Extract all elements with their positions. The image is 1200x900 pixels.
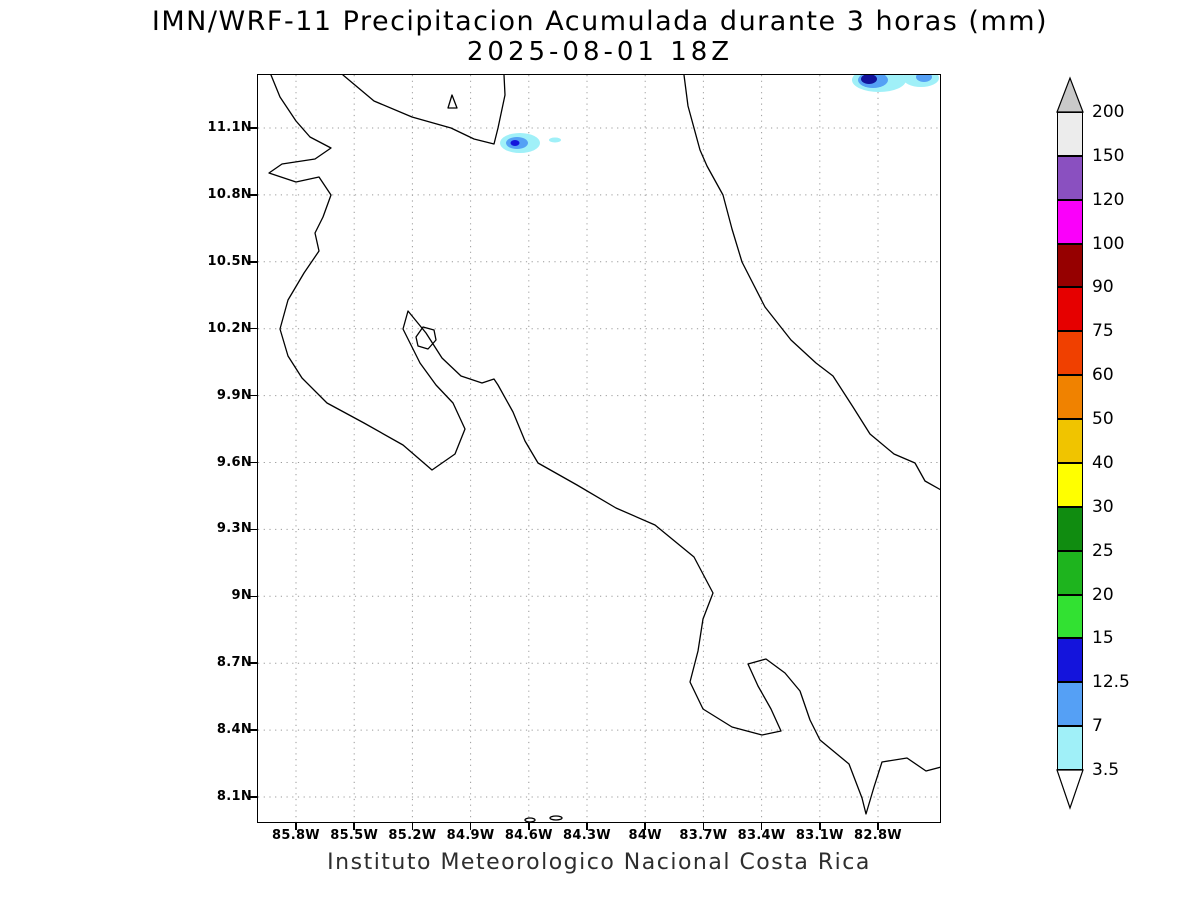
lon-tick-mark bbox=[819, 822, 821, 830]
lat-tick-mark bbox=[249, 327, 257, 330]
colorbar-segment bbox=[1057, 331, 1083, 376]
colorbar-tick-label: 20 bbox=[1092, 584, 1114, 605]
colorbar-arrows bbox=[1056, 76, 1084, 810]
lon-tick-mark bbox=[411, 822, 414, 830]
lon-tick-mark bbox=[644, 822, 646, 830]
precip-cell bbox=[510, 140, 520, 146]
colorbar-top-arrow bbox=[1056, 76, 1084, 113]
caribbean-coastline bbox=[683, 75, 940, 491]
colorbar-segment bbox=[1057, 375, 1083, 420]
lon-tick-mark bbox=[295, 822, 297, 830]
lon-tick-label: 85.5W bbox=[330, 828, 379, 843]
small-island bbox=[549, 815, 563, 821]
coastlines bbox=[268, 75, 940, 822]
colorbar-tick-label: 30 bbox=[1092, 496, 1114, 517]
lat-tick-mark bbox=[249, 394, 257, 397]
lon-tick-label: 83.7W bbox=[679, 828, 728, 843]
lon-tick-label: 84W bbox=[628, 828, 662, 843]
lat-tick-mark bbox=[249, 261, 257, 263]
lat-tick-label: 10.8N bbox=[207, 186, 252, 202]
credit-footer: Instituto Meteorologico Nacional Costa R… bbox=[327, 850, 871, 875]
grid-lines bbox=[258, 75, 940, 822]
lat-tick-label: 8.7N bbox=[216, 655, 252, 671]
lat-tick-label: 9N bbox=[231, 588, 252, 604]
lon-tick-label: 84.3W bbox=[563, 828, 611, 843]
lon-tick-label: 85.8W bbox=[272, 828, 320, 843]
lat-tick-label: 9.6N bbox=[216, 454, 252, 470]
lon-tick-label: 85.2W bbox=[388, 828, 437, 843]
colorbar-segment bbox=[1057, 287, 1083, 332]
lat-tick-label: 8.4N bbox=[216, 722, 252, 738]
colorbar-segment bbox=[1057, 112, 1083, 156]
colorbar-tick-label: 40 bbox=[1092, 452, 1114, 473]
lat-tick-mark bbox=[249, 194, 257, 196]
lon-tick-label: 82.8W bbox=[854, 828, 902, 843]
pacific-coastline bbox=[268, 75, 940, 815]
colorbar-tick-label: 120 bbox=[1092, 189, 1125, 210]
lon-tick-mark bbox=[353, 822, 355, 830]
colorbar-segment bbox=[1057, 462, 1083, 507]
lon-tick-label: 84.9W bbox=[446, 828, 495, 843]
colorbar-segment bbox=[1057, 682, 1083, 727]
colorbar-tick-label: 15 bbox=[1092, 628, 1114, 649]
colorbar-tick-label: 100 bbox=[1092, 233, 1125, 254]
colorbar-bottom-arrow bbox=[1056, 769, 1084, 810]
colorbar-tick-label: 7 bbox=[1092, 716, 1103, 737]
precip-cell bbox=[549, 137, 561, 143]
colorbar-segment bbox=[1057, 594, 1083, 639]
small-island bbox=[524, 817, 536, 822]
lon-tick-label: 83.4W bbox=[737, 828, 786, 843]
lat-tick-mark bbox=[249, 528, 257, 531]
lon-tick-mark bbox=[760, 822, 763, 830]
lat-tick-label: 9.9N bbox=[216, 387, 252, 403]
lat-tick-label: 11.1N bbox=[207, 120, 252, 135]
colorbar-segment bbox=[1057, 506, 1083, 551]
colorbar-segment bbox=[1057, 199, 1083, 244]
lat-tick-mark bbox=[249, 127, 257, 129]
precip-cell bbox=[916, 75, 932, 82]
costa-rica-map bbox=[258, 75, 940, 822]
colorbar-tick-label: 75 bbox=[1092, 321, 1114, 342]
colorbar-segment bbox=[1057, 155, 1083, 200]
lat-tick-mark bbox=[249, 796, 257, 798]
precipitation-shading bbox=[500, 75, 939, 153]
map-plot-frame bbox=[256, 73, 941, 823]
colorbar-tick-label: 12.5 bbox=[1092, 672, 1130, 693]
lat-tick-label: 10.5N bbox=[207, 253, 252, 269]
colorbar-tick-label: 3.5 bbox=[1092, 760, 1120, 780]
page-title: IMN/WRF-11 Precipitacion Acumulada duran… bbox=[151, 6, 1049, 37]
colorbar-segment bbox=[1057, 726, 1083, 770]
isla-chira bbox=[415, 326, 437, 350]
lon-tick-mark bbox=[586, 822, 588, 830]
lake-island bbox=[447, 94, 458, 109]
lat-tick-mark bbox=[249, 461, 257, 464]
lat-tick-label: 9.3N bbox=[216, 521, 252, 537]
lon-tick-mark bbox=[877, 822, 879, 830]
colorbar-tick-label: 90 bbox=[1092, 277, 1114, 298]
lon-tick-label: 83.1W bbox=[795, 828, 844, 843]
colorbar-tick-label: 50 bbox=[1092, 409, 1114, 430]
lat-tick-mark bbox=[249, 729, 257, 731]
colorbar-segment bbox=[1057, 419, 1083, 463]
lat-tick-label: 10.2N bbox=[207, 320, 252, 336]
colorbar-tick-label: 150 bbox=[1092, 145, 1125, 166]
page-subtitle: 2025-08-01 18Z bbox=[466, 37, 734, 67]
lon-tick-mark bbox=[469, 822, 472, 830]
precip-cell bbox=[861, 75, 877, 84]
colorbar-segment bbox=[1057, 550, 1083, 595]
lon-tick-mark bbox=[702, 822, 705, 830]
lon-tick-label: 84.6W bbox=[504, 828, 553, 843]
lat-tick-mark bbox=[249, 595, 257, 598]
colorbar-segment bbox=[1057, 638, 1083, 683]
lake-nicaragua-shore bbox=[342, 75, 506, 145]
colorbar-tick-label: 60 bbox=[1092, 365, 1114, 386]
colorbar-tick-label: 25 bbox=[1092, 540, 1114, 561]
lat-tick-label: 8.1N bbox=[216, 789, 252, 804]
lon-tick-mark bbox=[528, 822, 530, 830]
colorbar-segment bbox=[1057, 243, 1083, 288]
lat-tick-mark bbox=[249, 662, 257, 664]
colorbar-tick-label: 200 bbox=[1092, 102, 1125, 122]
